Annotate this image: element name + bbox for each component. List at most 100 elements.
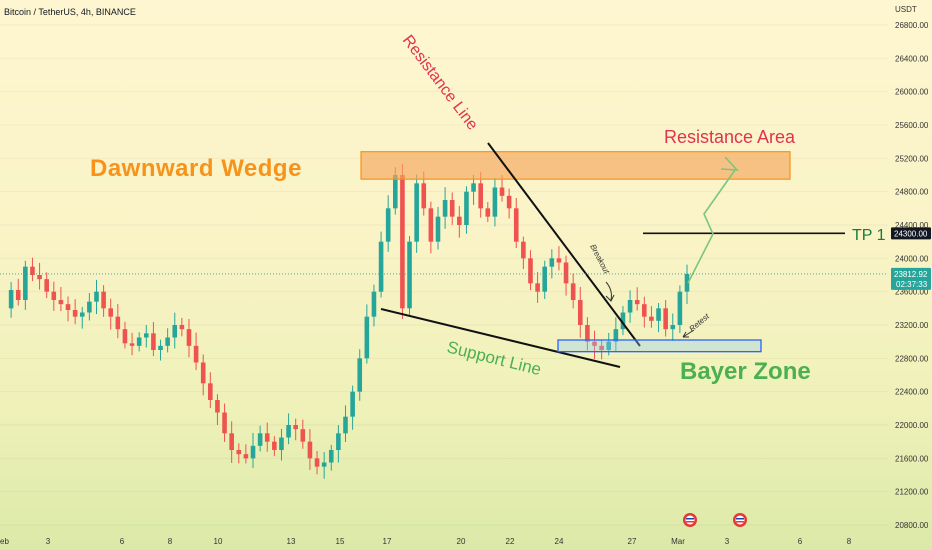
symbol-title: Bitcoin / TetherUS, 4h, BINANCE: [4, 7, 136, 17]
candle-body: [492, 187, 498, 217]
candle-body: [471, 183, 476, 192]
candle-body: [158, 345, 163, 350]
candle-body: [414, 183, 419, 242]
price-tick-label: 23200.00: [895, 321, 929, 330]
candle-body: [272, 441, 277, 450]
price-tag-label: 24300.00: [894, 229, 928, 238]
candle-body: [549, 258, 555, 267]
candle-body: [620, 312, 626, 330]
candle-body: [613, 329, 619, 342]
price-tick-label: 24000.00: [895, 254, 929, 263]
price-tick-label: 21200.00: [895, 488, 929, 497]
time-tick-label: 13: [287, 537, 296, 546]
candle-body: [336, 433, 341, 450]
time-tick-label: 10: [214, 537, 223, 546]
bayer-zone-label: Bayer Zone: [680, 358, 811, 385]
candle-body: [343, 416, 348, 434]
candle-body: [421, 183, 427, 209]
time-tick-label: 6: [120, 537, 125, 546]
price-tick-label: 22800.00: [895, 354, 929, 363]
candle-body: [229, 433, 234, 450]
candle-body: [51, 291, 57, 300]
time-tick-label: 24: [555, 537, 564, 546]
candle-body: [94, 291, 99, 302]
time-tick-label: 22: [506, 537, 515, 546]
candle-body: [279, 437, 284, 450]
price-tag-box: [891, 227, 931, 240]
resistance-area-box: [360, 151, 791, 180]
candle-body: [677, 291, 683, 325]
candle-body: [236, 450, 242, 455]
candle-body: [307, 441, 313, 459]
time-axis: eb 3 6 8 10 13 15 17 20 22 24 27 Mar 3 6 8: [0, 537, 852, 546]
price-tick-label: 21600.00: [895, 454, 929, 463]
candle-body: [464, 191, 469, 225]
time-tick-label: 3: [46, 537, 51, 546]
candle-body: [328, 450, 334, 463]
projected-path: [687, 169, 736, 284]
breakout-label: Breakout: [588, 243, 611, 276]
candle-body: [428, 208, 434, 242]
candle-body: [172, 325, 178, 338]
candle-body: [684, 273, 690, 292]
time-tick-label: 15: [336, 537, 345, 546]
candle-body: [257, 433, 263, 446]
price-tag-countdown: 02:37:33: [896, 280, 928, 289]
candle-body: [407, 241, 412, 309]
candle-body: [563, 262, 569, 284]
time-tick-label: Mar: [671, 537, 685, 546]
retest-label: Retest: [688, 311, 712, 333]
resistance-line-label: Resistance Line: [399, 32, 481, 133]
candle-body: [592, 341, 597, 346]
candle-body: [478, 183, 483, 209]
candle-body: [449, 200, 455, 217]
projected-arrowhead: [720, 156, 739, 171]
price-tick-label: 26000.00: [895, 88, 929, 97]
candle-body: [243, 454, 249, 459]
candle-body: [44, 279, 49, 292]
tp1-label: TP 1: [852, 227, 886, 244]
candle-body: [577, 300, 583, 325]
candle-body: [542, 266, 548, 292]
candle-body: [506, 195, 512, 209]
candle-body: [23, 266, 28, 300]
wedge-title: Dawnward Wedge: [90, 155, 302, 182]
candle-body: [65, 304, 71, 310]
candle-body: [400, 175, 405, 309]
candle-body: [208, 383, 213, 400]
candle-body: [585, 325, 590, 342]
candle-body: [663, 308, 668, 330]
candle-body: [101, 291, 106, 309]
candle-body: [521, 241, 526, 259]
price-tag-box: [891, 267, 931, 290]
price-tick-label: 25600.00: [895, 121, 929, 130]
price-tick-label: 24800.00: [895, 188, 929, 197]
candle-body: [165, 337, 170, 346]
candle-body: [634, 300, 640, 305]
candle-body: [599, 345, 604, 350]
candle-body: [293, 425, 298, 430]
candle-body: [378, 241, 384, 292]
candle-body: [535, 283, 540, 292]
price-tick-label: 22000.00: [895, 421, 929, 430]
candle-body: [385, 208, 391, 242]
candle-body: [186, 329, 192, 346]
candle-body: [215, 400, 220, 413]
candle-body: [72, 310, 78, 317]
candle-body: [670, 325, 676, 330]
price-tick-label: 20800.00: [895, 521, 929, 530]
retest-arrow: [682, 329, 695, 338]
candle-body: [513, 208, 519, 242]
candle-body: [627, 300, 633, 313]
time-tick-label: 8: [168, 537, 173, 546]
price-tick-label: 24400.00: [895, 221, 929, 230]
price-tick-label: 23600.00: [895, 288, 929, 297]
candle-body: [442, 200, 448, 217]
candle-body: [300, 429, 306, 442]
candle-body: [250, 445, 256, 459]
candle-body: [642, 304, 647, 317]
support-line: [380, 308, 621, 368]
resistance-area-label: Resistance Area: [664, 127, 796, 147]
candle-body: [528, 258, 533, 284]
candle-body: [122, 329, 128, 344]
